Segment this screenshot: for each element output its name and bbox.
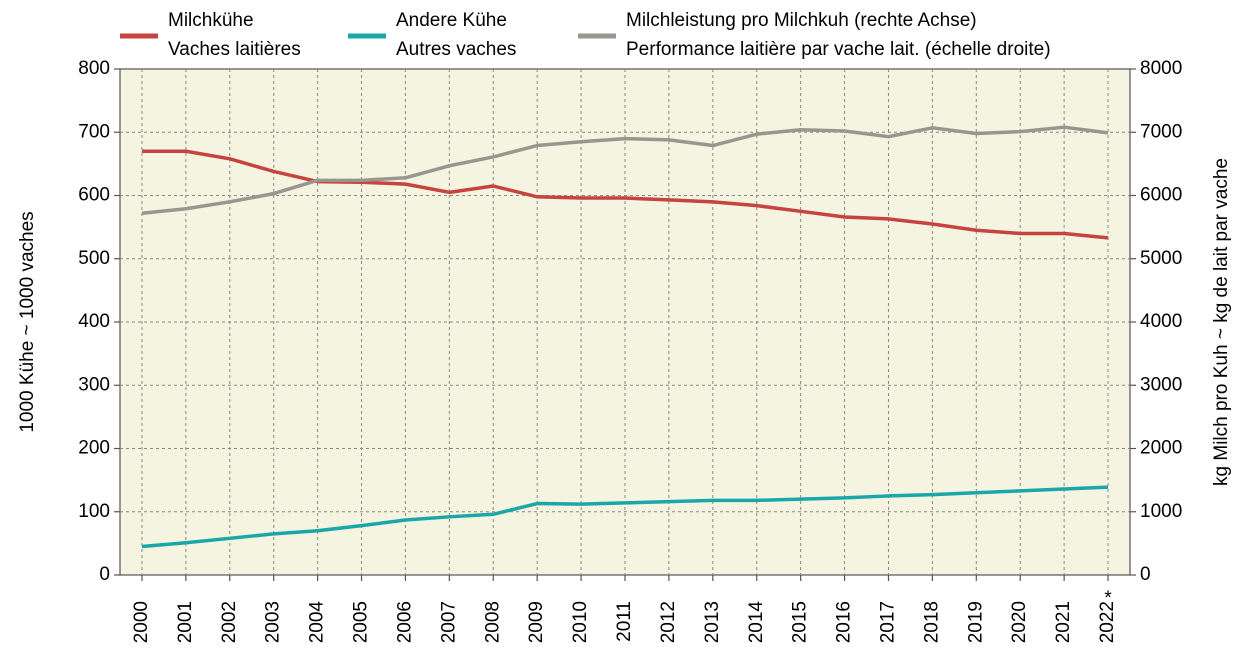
x-tick-label: 2018	[921, 601, 942, 643]
x-tick-label: 2008	[482, 601, 503, 643]
x-tick-label: 2013	[702, 601, 723, 643]
x-tick-label: 2007	[438, 601, 459, 643]
x-tick-label: 2016	[834, 601, 855, 643]
y2-tick-label: 5000	[1140, 248, 1182, 269]
legend-label: Autres vaches	[396, 39, 516, 60]
y2-axis-label: kg Milch pro Kuh ~ kg de lait par vache	[1211, 158, 1232, 486]
y2-tick-label: 6000	[1140, 185, 1182, 206]
x-tick-label: 2014	[746, 601, 767, 644]
y2-tick-label: 7000	[1140, 121, 1182, 142]
y-tick-label: 300	[78, 374, 110, 395]
legend-label: Performance laitière par vache lait. (éc…	[626, 39, 1051, 60]
x-tick-label: 2010	[570, 601, 591, 643]
annotation: *	[1104, 588, 1112, 609]
series-line	[141, 485, 1109, 549]
y-tick-label: 400	[78, 311, 110, 332]
y-tick-label: 600	[78, 185, 110, 206]
x-tick-label: 2015	[790, 601, 811, 643]
y-tick-label: 0	[99, 564, 110, 585]
x-tick-label: 2001	[175, 601, 196, 643]
y-tick-label: 800	[78, 58, 110, 79]
x-tick-label: 2020	[1009, 601, 1030, 643]
y-tick-label: 200	[78, 438, 110, 459]
x-tick-label: 2017	[877, 601, 898, 643]
y2-tick-label: 2000	[1140, 438, 1182, 459]
y2-tick-label: 8000	[1140, 58, 1182, 79]
y-tick-label: 700	[78, 121, 110, 142]
y2-tick-label: 1000	[1140, 501, 1182, 522]
x-tick-label: 2000	[131, 601, 152, 643]
y2-tick-label: 4000	[1140, 311, 1182, 332]
y2-tick-label: 0	[1140, 564, 1151, 585]
x-tick-label: 2011	[614, 601, 635, 642]
y-tick-label: 100	[78, 501, 110, 522]
x-tick-label: 2021	[1053, 601, 1074, 643]
x-tick-label: 2004	[307, 601, 328, 644]
series-line	[141, 149, 1109, 240]
x-tick-label: 2002	[219, 601, 240, 643]
x-tick-label: 2006	[394, 601, 415, 643]
y-tick-label: 500	[78, 248, 110, 269]
series-line	[141, 125, 1109, 215]
legend-label: Vaches laitières	[168, 39, 301, 60]
legend-label: Milchkühe	[168, 10, 254, 31]
x-tick-label: 2005	[351, 601, 372, 643]
legend-label: Milchleistung pro Milchkuh (rechte Achse…	[626, 10, 977, 31]
x-tick-label: 2009	[526, 601, 547, 643]
legend-label: Andere Kühe	[396, 10, 507, 31]
x-tick-label: 2022	[1097, 601, 1118, 643]
y2-tick-label: 3000	[1140, 374, 1182, 395]
x-tick-label: 2012	[658, 601, 679, 643]
x-tick-label: 2019	[965, 601, 986, 643]
y-axis-label: 1000 Kühe ~ 1000 vaches	[17, 211, 38, 432]
x-tick-label: 2003	[263, 601, 284, 643]
